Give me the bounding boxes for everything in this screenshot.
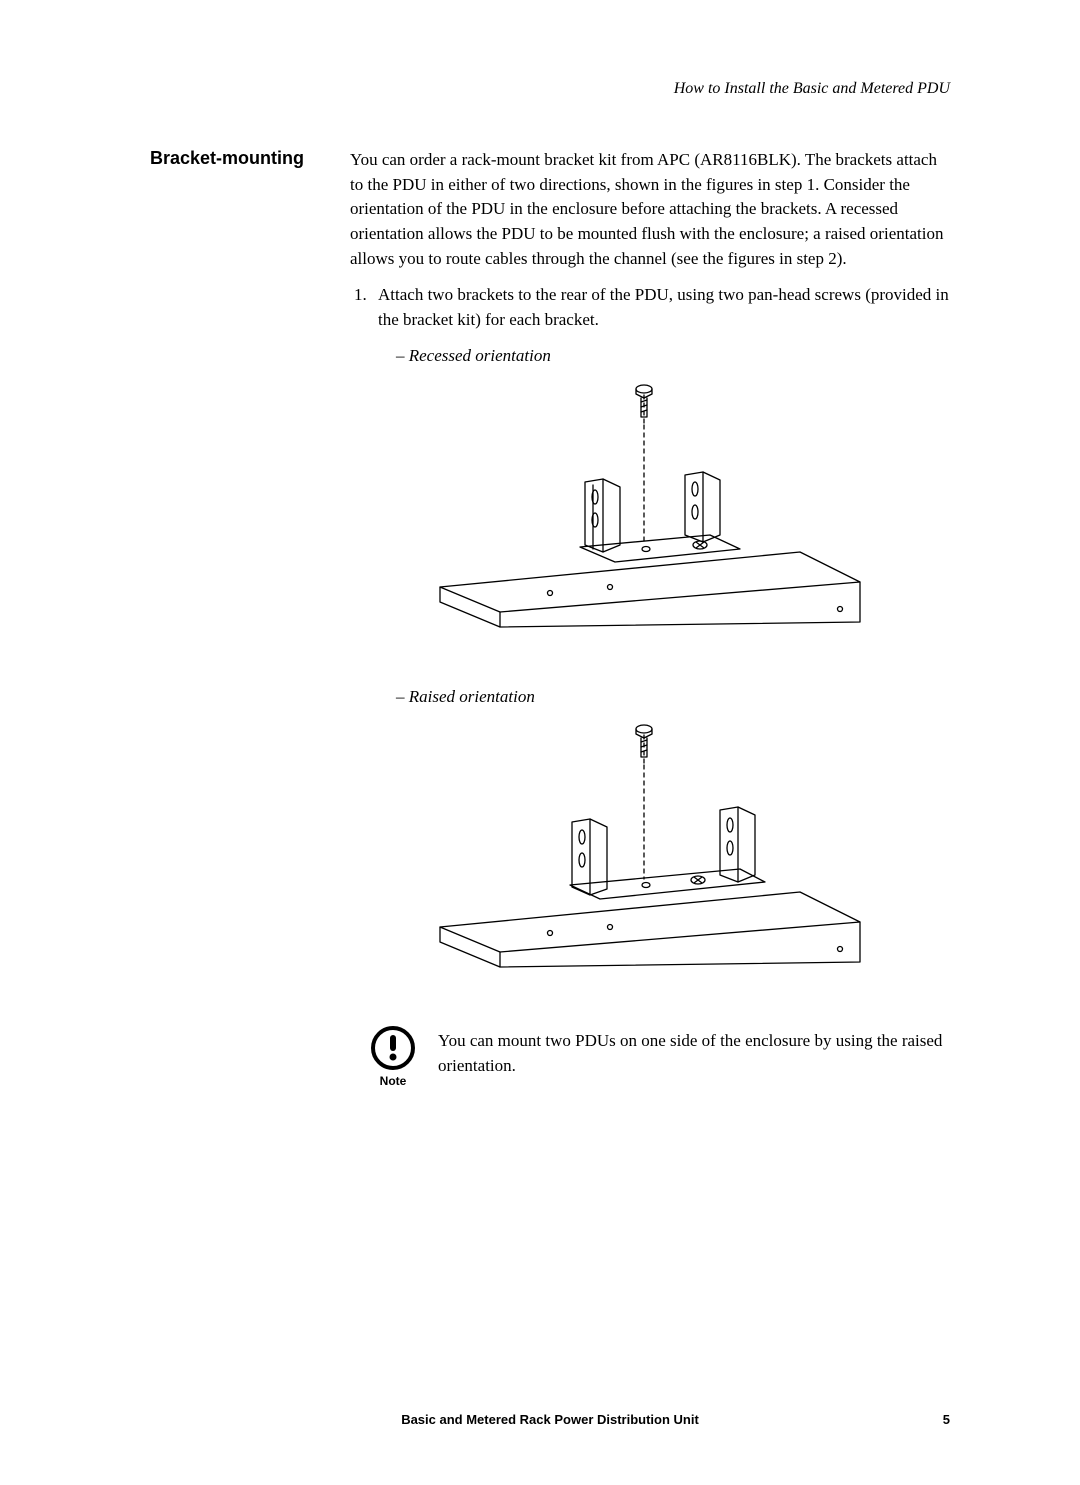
- figure-raised: [350, 717, 950, 985]
- step-1-number: 1.: [354, 283, 367, 308]
- step-1: 1. Attach two brackets to the rear of th…: [350, 283, 950, 332]
- section-row: Bracket-mounting You can order a rack-mo…: [150, 148, 950, 1090]
- note-text: You can mount two PDUs on one side of th…: [438, 1025, 950, 1078]
- note-icon-wrap: Note: [370, 1025, 416, 1090]
- page-number: 5: [943, 1412, 950, 1427]
- note-block: Note You can mount two PDUs on one side …: [370, 1025, 950, 1090]
- running-header: How to Install the Basic and Metered PDU: [150, 80, 950, 98]
- recessed-label: – Recessed orientation: [396, 344, 950, 369]
- footer-title: Basic and Metered Rack Power Distributio…: [0, 1412, 1080, 1427]
- step-1-text: Attach two brackets to the rear of the P…: [378, 285, 949, 329]
- note-label: Note: [380, 1073, 407, 1090]
- section-body: You can order a rack-mount bracket kit f…: [350, 148, 950, 1090]
- intro-paragraph: You can order a rack-mount bracket kit f…: [350, 148, 950, 271]
- figure-recessed: [350, 377, 950, 645]
- raised-label: – Raised orientation: [396, 685, 950, 710]
- note-icon: [370, 1025, 416, 1071]
- section-heading: Bracket-mounting: [150, 148, 350, 169]
